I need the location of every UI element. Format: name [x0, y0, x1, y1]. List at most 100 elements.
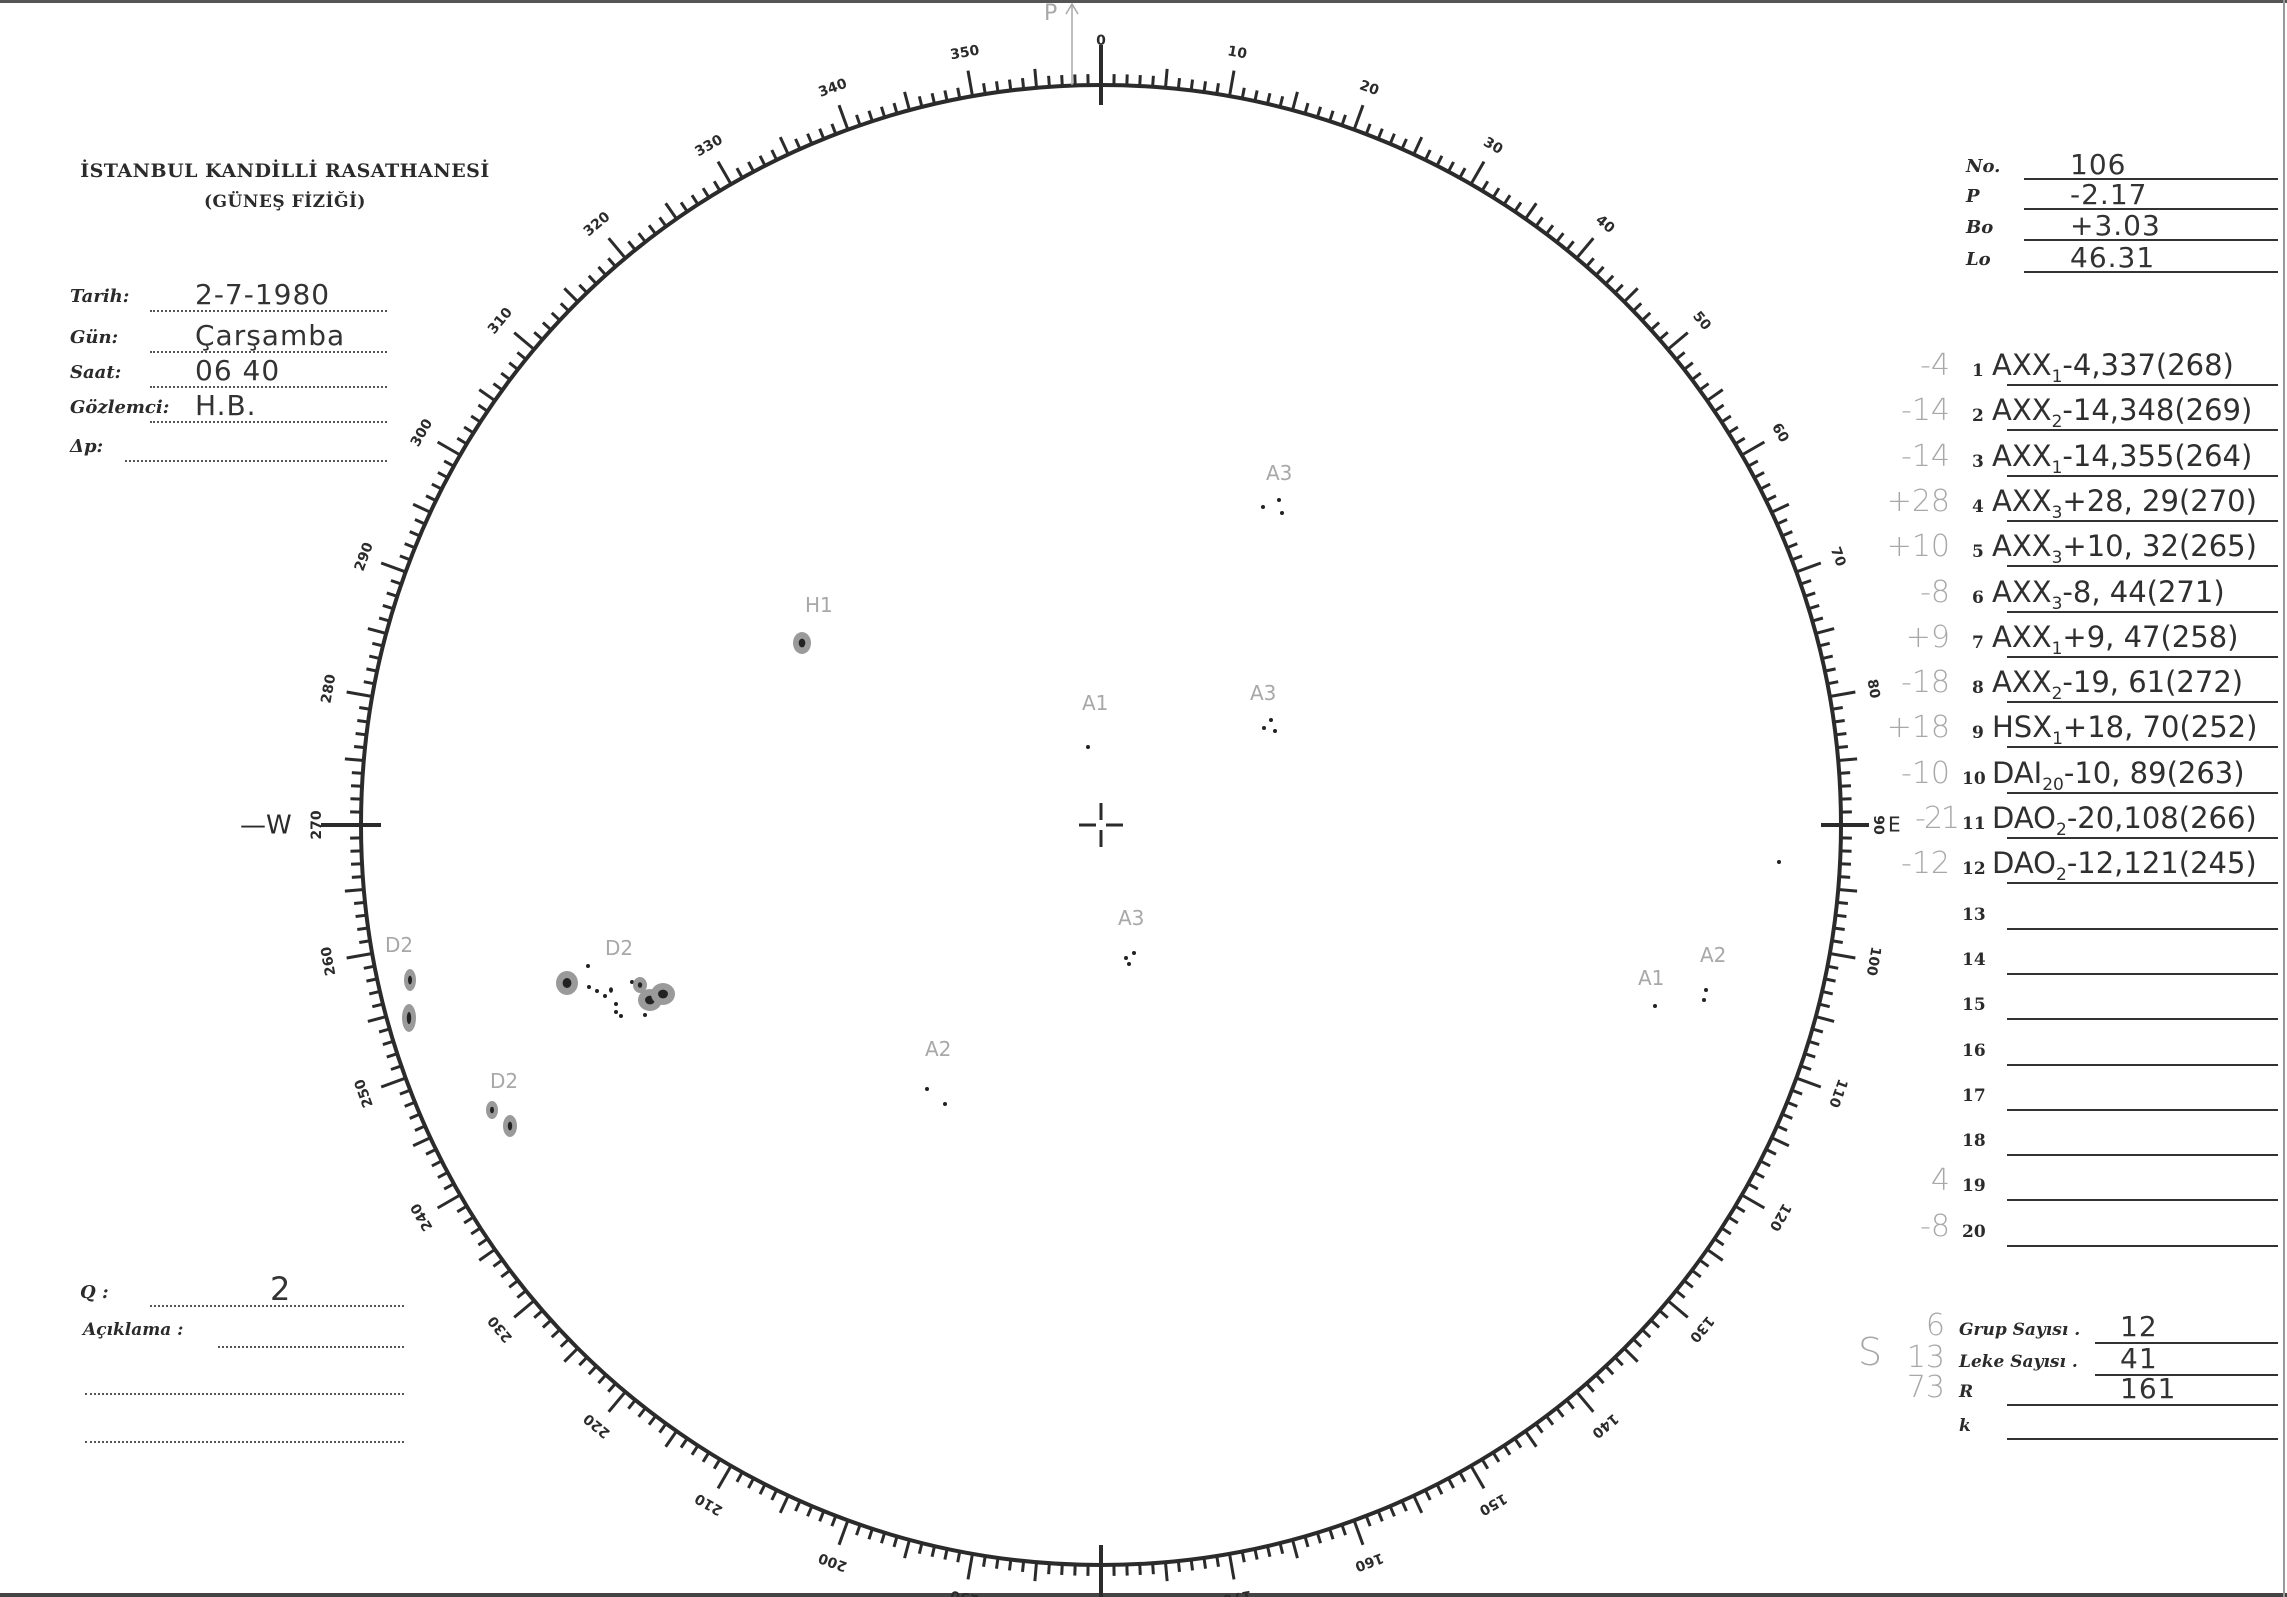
- sunspot-umbra: [943, 1102, 947, 1106]
- group-row-number: 8: [1972, 678, 1984, 699]
- degree-tick: [1502, 194, 1512, 206]
- degree-tick: [1435, 155, 1444, 167]
- degree-tick: [597, 265, 607, 277]
- degree-tick: [607, 1382, 617, 1393]
- observation-value[interactable]: 06 40: [195, 354, 281, 387]
- degree-tick: [1776, 1124, 1788, 1132]
- sunspot-umbra: [603, 994, 607, 998]
- degree-tick: [463, 425, 475, 435]
- observation-value[interactable]: Çarşamba: [195, 319, 346, 352]
- degree-tick: [371, 1002, 384, 1009]
- degree-tick: [1253, 90, 1259, 102]
- degree-tick: [1818, 1002, 1831, 1009]
- degree-tick: [1291, 1539, 1299, 1559]
- degree-tick: [818, 128, 826, 140]
- sunspot-umbra: [637, 982, 643, 988]
- degree-tick: [1424, 149, 1432, 161]
- sunspot-umbra: [1269, 718, 1273, 722]
- degree-tick: [1534, 216, 1544, 228]
- summary-value[interactable]: 12: [2120, 1310, 2158, 1343]
- group-entry[interactable]: DAO2-12,121(245): [1992, 846, 2257, 885]
- sunspot-umbra: [586, 964, 590, 968]
- group-entry[interactable]: DAO2-20,108(266): [1992, 801, 2257, 840]
- group-entry[interactable]: AXX3-8, 44(271): [1992, 575, 2225, 614]
- q-line: [150, 1305, 404, 1307]
- degree-tick: [1786, 1100, 1798, 1108]
- degree-tick: [1683, 361, 1694, 371]
- degree-label: 140: [1588, 1410, 1621, 1441]
- group-entry[interactable]: AXX2-14,348(269): [1992, 393, 2252, 432]
- degree-tick: [363, 964, 375, 970]
- param-value[interactable]: 46.31: [2070, 241, 2156, 274]
- remarks-line-3[interactable]: [85, 1441, 404, 1443]
- degree-tick: [371, 641, 384, 648]
- degree-tick: [1818, 641, 1831, 648]
- summary-pencil-side: S: [1858, 1330, 1883, 1374]
- summary-value[interactable]: 41: [2120, 1342, 2158, 1375]
- group-entry[interactable]: AXX3+28, 29(270): [1992, 484, 2257, 523]
- degree-tick: [1759, 482, 1771, 491]
- param-value[interactable]: 106: [2070, 148, 2127, 181]
- degree-tick: [1691, 371, 1702, 381]
- degree-tick: [1435, 1483, 1444, 1495]
- degree-tick: [431, 482, 443, 491]
- remarks-line-2[interactable]: [85, 1393, 404, 1395]
- group-class: DAO: [1992, 801, 2056, 835]
- summary-value[interactable]: 161: [2120, 1372, 2177, 1405]
- degree-tick: [664, 202, 678, 220]
- degree-tick: [1164, 1562, 1169, 1582]
- degree-tick: [1266, 1545, 1272, 1558]
- group-entry[interactable]: AXX3+10, 32(265): [1992, 529, 2257, 568]
- degree-label: 260: [318, 945, 339, 977]
- group-entry[interactable]: AXX1-4,337(268): [1992, 348, 2234, 387]
- group-entry[interactable]: AXX2-19, 61(272): [1992, 665, 2243, 704]
- degree-tick: [1060, 74, 1064, 87]
- param-value[interactable]: -2.17: [2070, 178, 2148, 211]
- degree-tick: [830, 1515, 838, 1527]
- degree-tick: [1734, 1204, 1746, 1214]
- degree-tick: [679, 201, 689, 213]
- degree-tick: [1632, 1337, 1643, 1348]
- degree-tick: [508, 361, 519, 371]
- param-value[interactable]: +3.03: [2070, 209, 2161, 242]
- degree-tick: [541, 321, 553, 331]
- degree-tick: [1340, 114, 1347, 126]
- group-entry[interactable]: DAI20-10, 89(263): [1992, 756, 2245, 795]
- degree-tick: [1831, 706, 1843, 711]
- degree-tick: [344, 757, 364, 762]
- group-pencil-latitude: +28: [1886, 483, 1950, 519]
- q-value[interactable]: 2: [270, 1270, 292, 1308]
- observation-value[interactable]: H.B.: [195, 389, 257, 422]
- group-class: AXX: [1992, 438, 2052, 473]
- group-entry[interactable]: AXX1-14,355(264): [1992, 439, 2252, 478]
- remarks-line-1[interactable]: [218, 1346, 404, 1348]
- summary-pencil: 13: [1906, 1340, 1945, 1375]
- degree-tick: [892, 1535, 899, 1548]
- degree-tick: [357, 718, 369, 724]
- degree-label: 10: [1226, 43, 1248, 62]
- degree-tick: [1176, 1560, 1181, 1573]
- group-entry[interactable]: AXX1+9, 47(258): [1992, 620, 2238, 659]
- degree-tick: [1649, 1319, 1661, 1329]
- group-row-line: [2007, 1244, 2278, 1247]
- degree-tick: [578, 283, 589, 294]
- degree-tick: [778, 136, 790, 155]
- degree-tick: [1513, 1437, 1523, 1449]
- degree-label: 300: [408, 416, 437, 450]
- group-class-sub: 3: [2051, 502, 2063, 523]
- degree-tick: [414, 518, 426, 526]
- observation-value[interactable]: 2-7-1980: [195, 278, 331, 311]
- degree-tick: [637, 1407, 647, 1418]
- group-entry[interactable]: HSX1+18, 70(252): [1992, 710, 2257, 749]
- degree-tick: [758, 1483, 767, 1495]
- degree-tick: [550, 311, 561, 322]
- summary-line: [2007, 1438, 2278, 1440]
- p-arrow-head-icon: [1065, 2, 1079, 15]
- degree-tick: [903, 91, 911, 111]
- degree-label: 320: [581, 209, 614, 240]
- param-label: No.: [1966, 156, 2001, 177]
- degree-tick: [943, 1548, 949, 1560]
- group-pencil-latitude: +10: [1886, 529, 1950, 565]
- degree-tick: [1447, 1477, 1455, 1489]
- degree-tick: [1808, 603, 1820, 611]
